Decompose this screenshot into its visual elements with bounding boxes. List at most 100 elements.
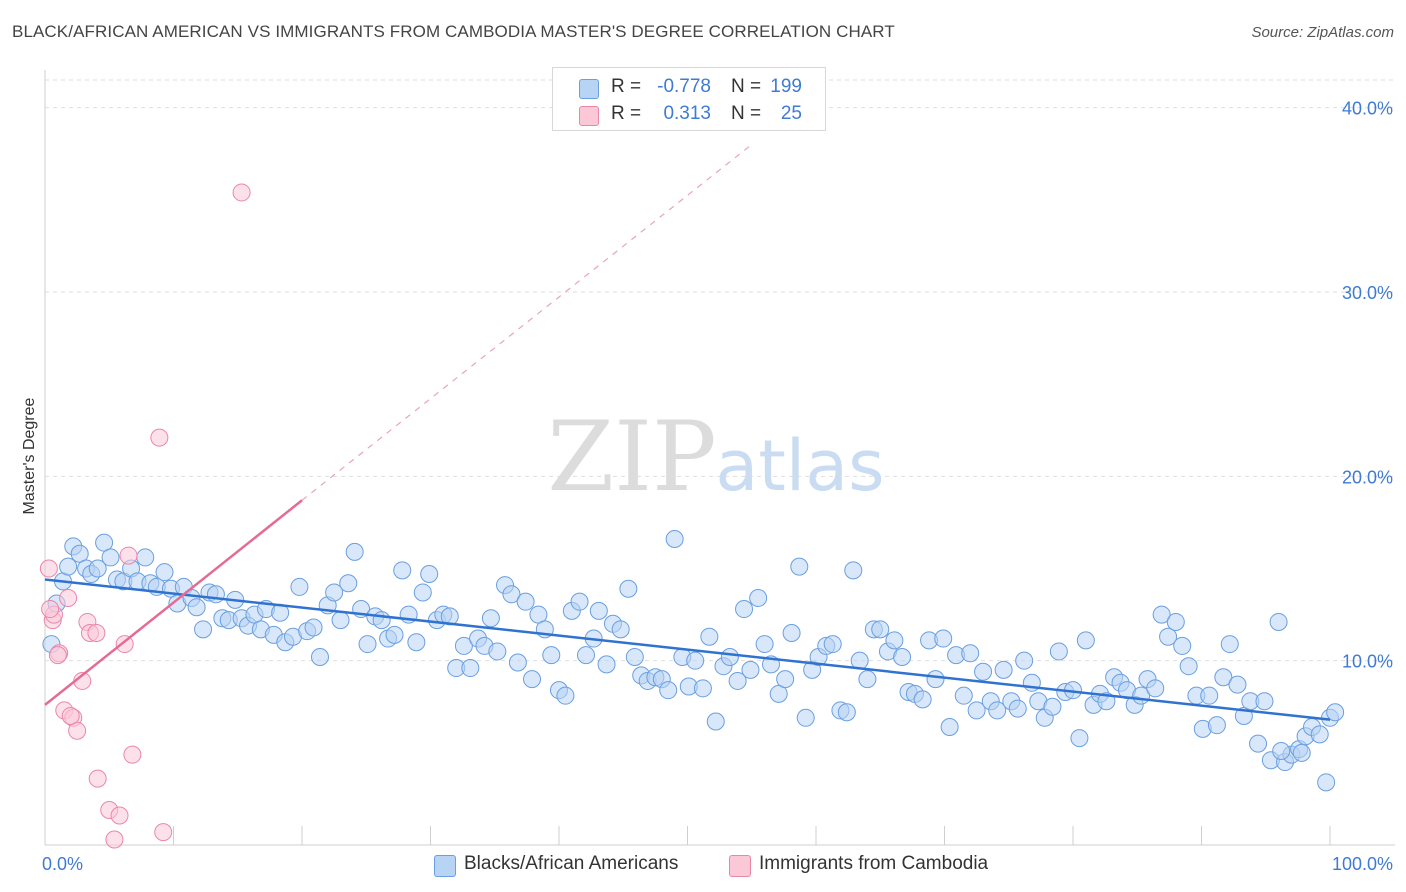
data-point-blacks xyxy=(481,609,500,628)
data-point-blacks xyxy=(420,565,439,584)
data-point-blacks xyxy=(1043,697,1062,716)
data-point-blacks xyxy=(542,646,561,665)
data-point-blacks xyxy=(1326,703,1345,722)
grid-lines xyxy=(45,79,1395,662)
data-point-blacks xyxy=(556,686,575,705)
data-point-blacks xyxy=(749,588,768,607)
data-point-blacks xyxy=(523,670,542,689)
data-point-blacks xyxy=(720,647,739,666)
legend-n-label: N = xyxy=(731,103,762,124)
legend-row-blacks: R = -0.778 N = 199 xyxy=(553,74,825,102)
legend-n-value: 199 xyxy=(770,76,802,97)
data-point-blacks xyxy=(837,703,856,722)
data-point-blacks xyxy=(1272,741,1291,760)
data-point-blacks xyxy=(1269,612,1288,631)
data-point-blacks xyxy=(345,542,364,561)
data-point-blacks xyxy=(755,635,774,654)
legend-r-label: R = xyxy=(611,103,642,124)
watermark: ZIP atlas xyxy=(547,401,884,513)
data-point-cambodia xyxy=(87,624,106,643)
trend-line-blacks xyxy=(44,578,1331,721)
data-point-blacks xyxy=(967,701,986,720)
data-point-blacks xyxy=(1015,651,1034,670)
legend-r-label: R = xyxy=(611,76,642,97)
trend-lines xyxy=(44,144,1331,721)
y-axis-label: Master's Degree xyxy=(21,397,38,514)
data-point-blacks xyxy=(325,583,344,602)
data-point-blacks xyxy=(871,620,890,639)
data-point-blacks xyxy=(700,627,719,646)
data-point-blacks xyxy=(1179,657,1198,676)
data-point-blacks xyxy=(659,681,678,700)
data-point-blacks xyxy=(589,601,608,620)
data-point-blacks xyxy=(1207,716,1226,735)
data-point-blacks xyxy=(1310,725,1329,744)
bottom-legend-label: Blacks/African Americans xyxy=(464,853,679,874)
data-point-blacks xyxy=(304,618,323,637)
legend-row-cambodia: R = 0.313 N = 25 xyxy=(553,101,825,129)
data-point-blacks xyxy=(1317,773,1336,792)
data-point-blacks xyxy=(741,660,760,679)
data-point-blacks xyxy=(1159,627,1178,646)
legend-n-value: 25 xyxy=(780,103,802,124)
data-point-blacks xyxy=(994,660,1013,679)
bottom-legend-blacks: Blacks/African Americans xyxy=(434,853,714,877)
data-point-cambodia xyxy=(154,823,173,842)
data-point-blacks xyxy=(136,548,155,567)
data-point-blacks xyxy=(407,633,426,652)
legend-n-label: N = xyxy=(731,76,762,97)
data-point-blacks xyxy=(502,585,521,604)
data-point-blacks xyxy=(940,718,959,737)
data-point-blacks xyxy=(101,548,120,567)
data-point-blacks xyxy=(508,653,527,672)
data-point-blacks xyxy=(782,624,801,643)
data-point-blacks xyxy=(686,651,705,670)
data-point-blacks xyxy=(206,585,225,604)
legend-swatch-blue xyxy=(579,79,599,99)
data-point-blacks xyxy=(59,557,78,576)
data-point-blacks xyxy=(570,592,589,611)
data-point-blacks xyxy=(844,561,863,580)
data-point-cambodia xyxy=(232,183,251,202)
y-tick-label: 20.0% xyxy=(1342,467,1393,487)
data-point-blacks xyxy=(155,563,174,582)
data-point-blacks xyxy=(893,647,912,666)
y-tick-label: 10.0% xyxy=(1342,652,1393,672)
data-point-blacks xyxy=(988,701,1007,720)
data-point-blacks xyxy=(454,636,473,655)
x-tick-label: 100.0% xyxy=(1332,854,1393,874)
y-tick-label: 40.0% xyxy=(1342,99,1393,119)
legend-swatch-pink xyxy=(579,106,599,126)
x-tick-label: 0.0% xyxy=(42,854,83,874)
data-point-blacks xyxy=(665,530,684,548)
data-point-blacks xyxy=(926,670,945,689)
bottom-legend-cambodia: Immigrants from Cambodia xyxy=(729,853,1019,877)
data-point-cambodia xyxy=(41,600,60,619)
source-label: Source: ZipAtlas.com xyxy=(1251,24,1394,41)
data-point-blacks xyxy=(823,635,842,654)
data-point-blacks xyxy=(385,625,404,644)
data-point-cambodia xyxy=(48,646,67,665)
data-point-blacks xyxy=(1008,699,1027,718)
correlation-legend: R = -0.778 N = 199 R = 0.313 N = 25 xyxy=(552,67,826,131)
data-point-blacks xyxy=(358,635,377,654)
data-point-blacks xyxy=(776,670,795,689)
data-point-cambodia xyxy=(88,769,107,788)
data-point-blacks xyxy=(413,583,432,602)
data-point-blacks xyxy=(1220,635,1239,654)
bottom-legend-swatch-pink xyxy=(729,855,751,877)
data-point-blacks xyxy=(461,659,480,678)
axes xyxy=(44,70,1395,846)
data-point-cambodia xyxy=(105,830,124,849)
bottom-legend-swatch-blue xyxy=(434,855,456,877)
trend-line-cambodia xyxy=(44,499,303,706)
data-point-blacks xyxy=(735,600,754,619)
data-point-blacks xyxy=(796,708,815,727)
data-point-blacks xyxy=(310,647,329,666)
data-point-blacks xyxy=(693,679,712,698)
data-point-blacks xyxy=(339,574,358,593)
legend-r-value: 0.313 xyxy=(663,103,711,124)
data-point-blacks xyxy=(1070,729,1089,748)
data-point-blacks xyxy=(934,629,953,648)
